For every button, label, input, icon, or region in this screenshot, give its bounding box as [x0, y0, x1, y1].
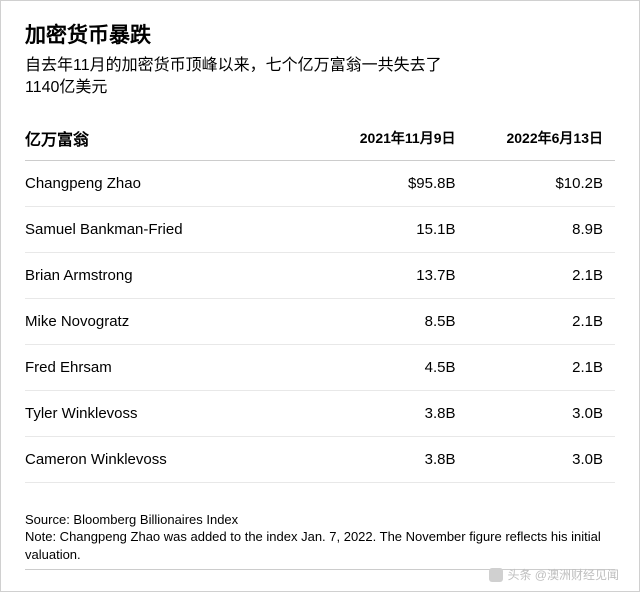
- cell-nov2021: $95.8B: [320, 160, 468, 206]
- cell-name: Samuel Bankman-Fried: [25, 206, 320, 252]
- col-header-nov2021: 2021年11月9日: [320, 118, 468, 161]
- table-row: Mike Novogratz 8.5B 2.1B: [25, 298, 615, 344]
- cell-name: Brian Armstrong: [25, 252, 320, 298]
- cell-nov2021: 3.8B: [320, 436, 468, 482]
- cell-nov2021: 15.1B: [320, 206, 468, 252]
- page-subtitle: 自去年11月的加密货币顶峰以来，七个亿万富翁一共失去了 1140亿美元: [25, 55, 615, 100]
- table-row: Changpeng Zhao $95.8B $10.2B: [25, 160, 615, 206]
- footnote-source: Source: Bloomberg Billionaires Index: [25, 511, 615, 529]
- cell-jun2022: 3.0B: [468, 436, 616, 482]
- cell-name: Mike Novogratz: [25, 298, 320, 344]
- cell-name: Tyler Winklevoss: [25, 390, 320, 436]
- col-header-name: 亿万富翁: [25, 118, 320, 161]
- page-title: 加密货币暴跌: [25, 19, 615, 49]
- subtitle-line2: 1140亿美元: [25, 79, 107, 96]
- table-row: Brian Armstrong 13.7B 2.1B: [25, 252, 615, 298]
- cell-nov2021: 3.8B: [320, 390, 468, 436]
- cell-jun2022: 2.1B: [468, 252, 616, 298]
- watermark: 头条 @澳洲财经见闻: [489, 566, 619, 583]
- cell-jun2022: 3.0B: [468, 390, 616, 436]
- cell-jun2022: 2.1B: [468, 344, 616, 390]
- table-row: Cameron Winklevoss 3.8B 3.0B: [25, 436, 615, 482]
- billionaire-table: 亿万富翁 2021年11月9日 2022年6月13日 Changpeng Zha…: [25, 118, 615, 483]
- footnote-note: Note: Changpeng Zhao was added to the in…: [25, 528, 615, 563]
- cell-jun2022: $10.2B: [468, 160, 616, 206]
- subtitle-line1: 自去年11月的加密货币顶峰以来，七个亿万富翁一共失去了: [25, 57, 442, 74]
- cell-jun2022: 2.1B: [468, 298, 616, 344]
- table-header-row: 亿万富翁 2021年11月9日 2022年6月13日: [25, 118, 615, 161]
- watermark-text: 头条 @澳洲财经见闻: [507, 566, 619, 583]
- cell-name: Fred Ehrsam: [25, 344, 320, 390]
- cell-jun2022: 8.9B: [468, 206, 616, 252]
- cell-nov2021: 8.5B: [320, 298, 468, 344]
- col-header-jun2022: 2022年6月13日: [468, 118, 616, 161]
- cell-nov2021: 4.5B: [320, 344, 468, 390]
- cell-name: Changpeng Zhao: [25, 160, 320, 206]
- watermark-icon: [489, 568, 503, 582]
- table-row: Fred Ehrsam 4.5B 2.1B: [25, 344, 615, 390]
- footnote-block: Source: Bloomberg Billionaires Index Not…: [25, 511, 615, 571]
- cell-name: Cameron Winklevoss: [25, 436, 320, 482]
- table-row: Tyler Winklevoss 3.8B 3.0B: [25, 390, 615, 436]
- table-row: Samuel Bankman-Fried 15.1B 8.9B: [25, 206, 615, 252]
- cell-nov2021: 13.7B: [320, 252, 468, 298]
